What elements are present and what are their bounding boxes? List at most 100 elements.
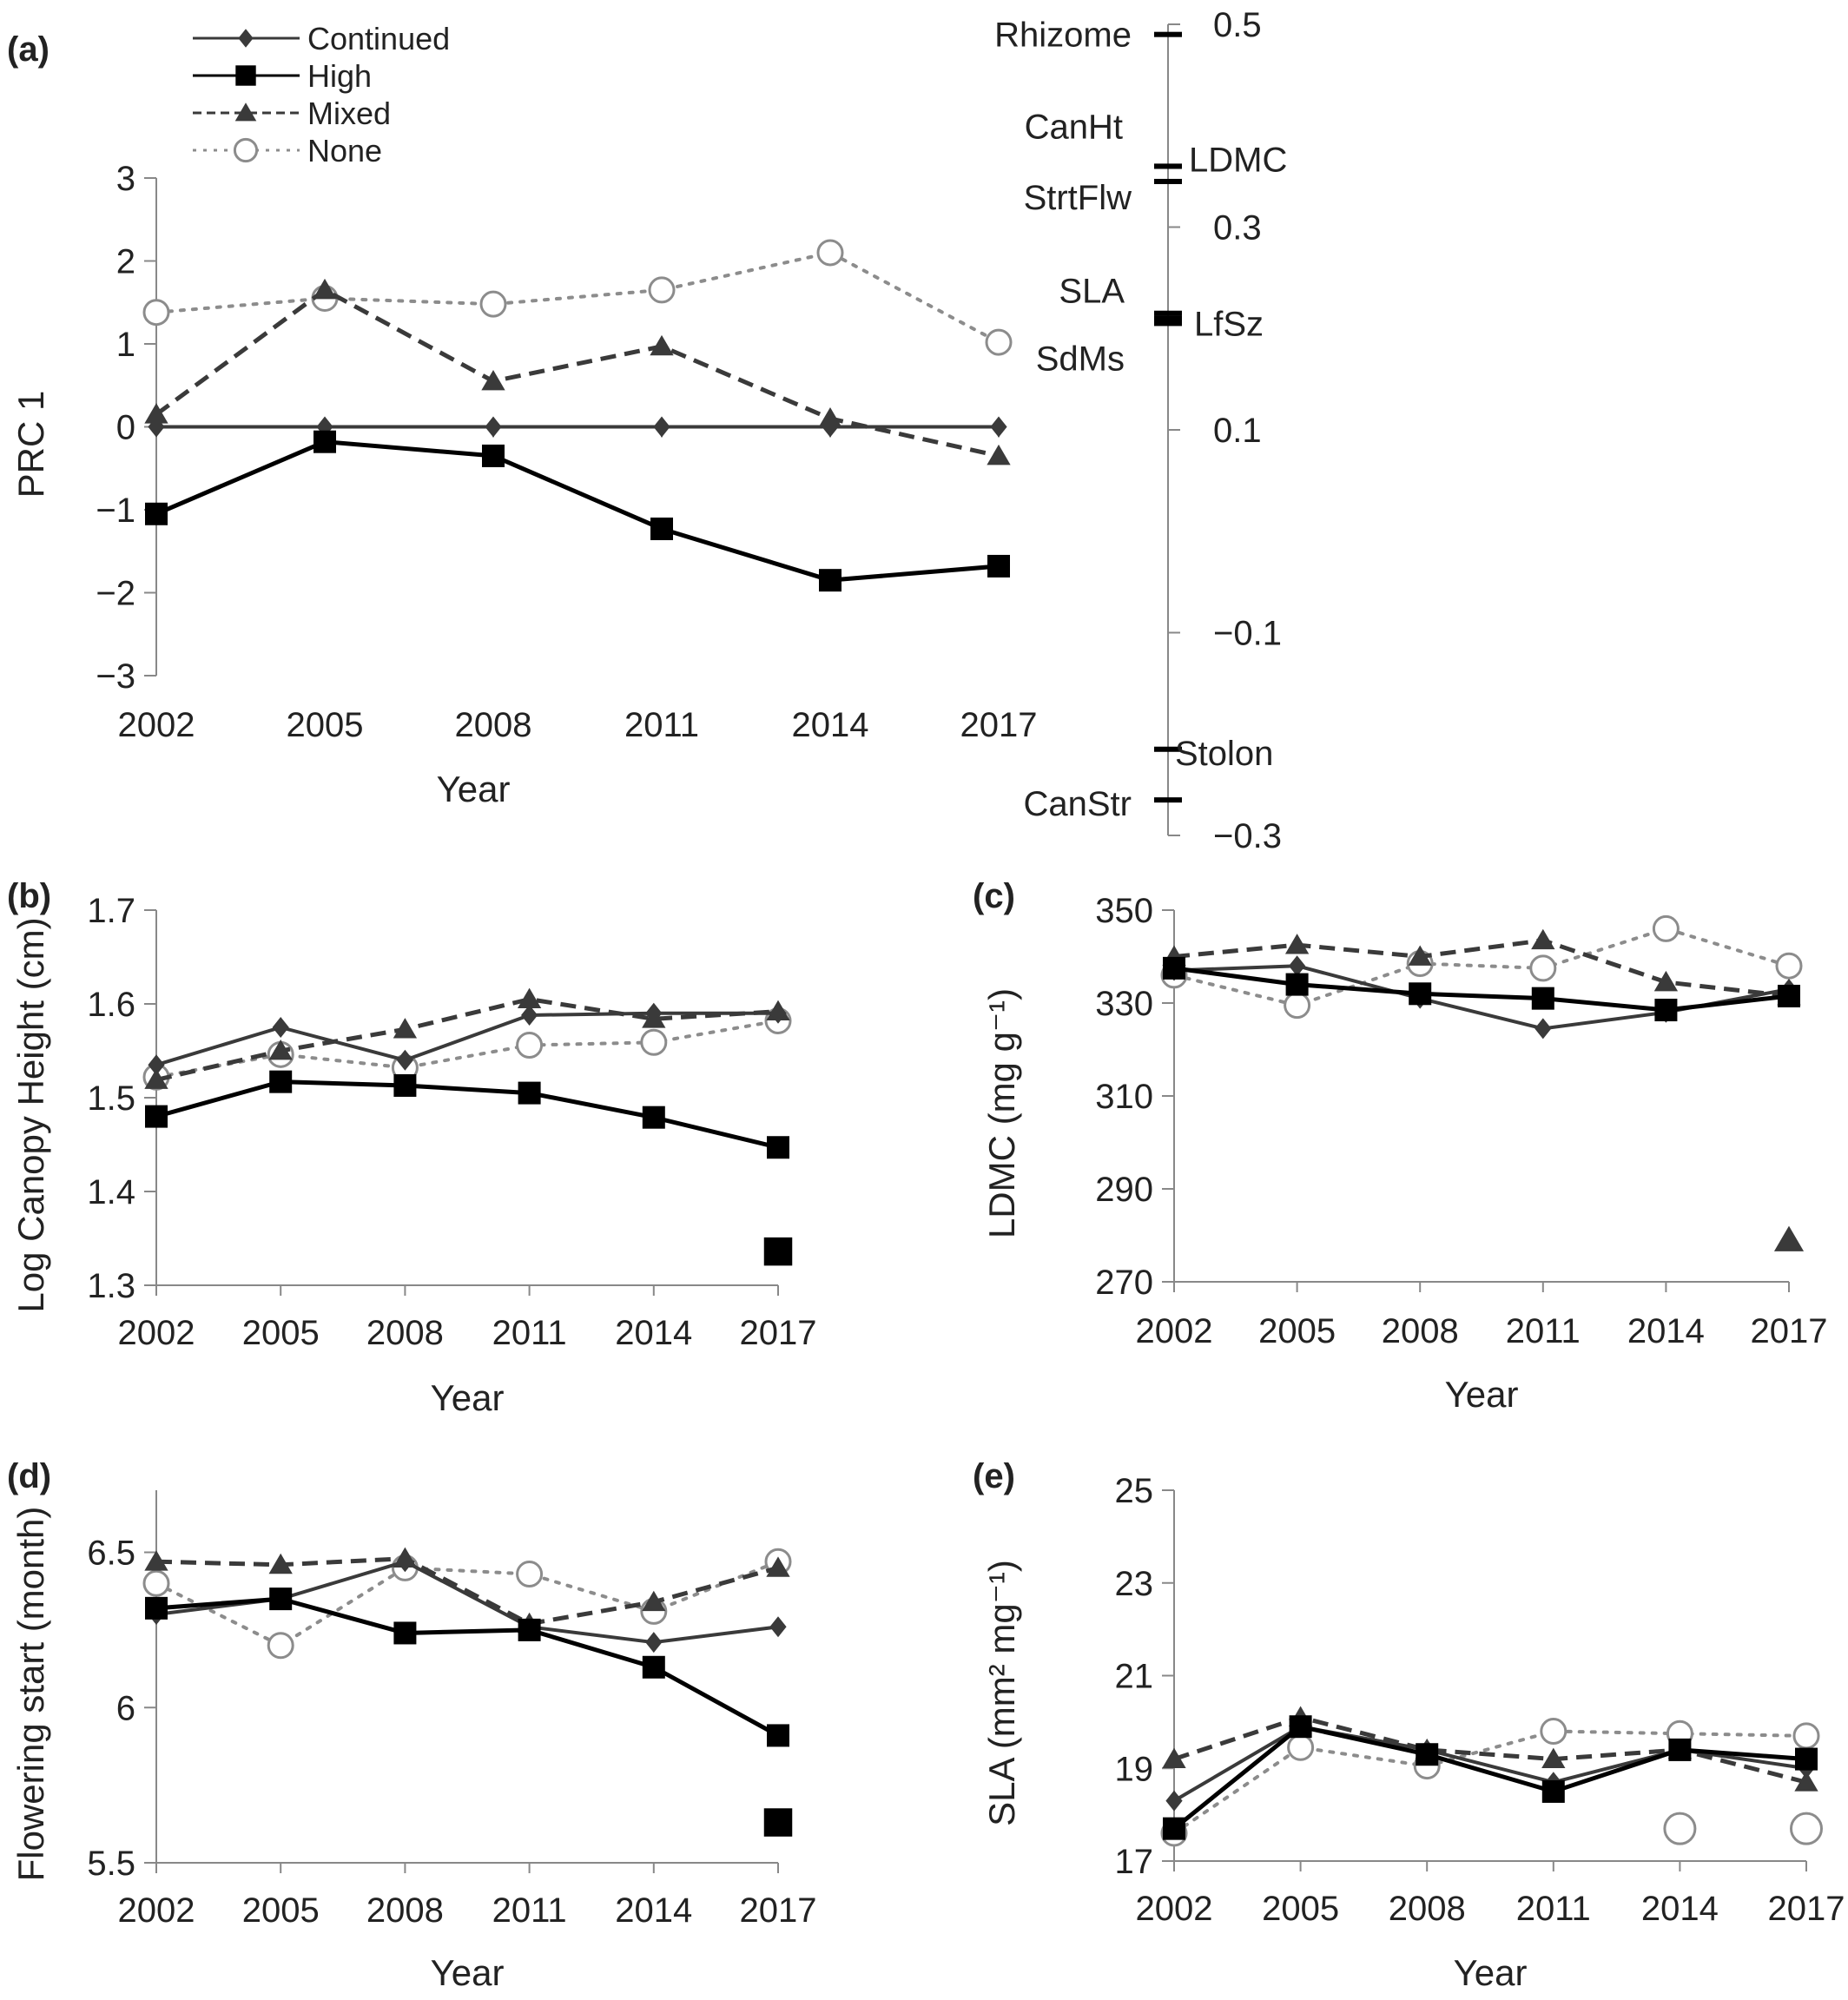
panel-a-high-point: [650, 517, 673, 540]
trait-rhizome-label: Rhizome: [994, 17, 1132, 55]
panel-a-mixed-point: [144, 403, 168, 424]
panel-c-high-point: [1163, 956, 1185, 980]
panel-b-series-continued-line: [155, 1011, 778, 1067]
trait-ldmc-marker: [1154, 163, 1182, 169]
panel-e-none-extra-point: [1663, 1812, 1697, 1845]
panel-e-y-tick-label: 19: [1115, 1750, 1154, 1788]
panel-c-none-point: [1529, 954, 1557, 982]
panel-a-y-tick-label: 1: [116, 326, 135, 364]
panel-c-y-axis-label: LDMC (mg g⁻¹): [981, 988, 1022, 1238]
trait-loading-axis: 0.5 0.3 0.1 −0.1 −0.3 Rhizome CanHt LDMC StrtFlw…: [994, 6, 1287, 855]
panel-e-series-continued-line: [1172, 1725, 1807, 1803]
panel-d-none-point: [142, 1569, 170, 1597]
panel-a-y-axis-label: PRC 1: [10, 391, 51, 498]
panel-d-x-tick-label: 2008: [366, 1891, 444, 1930]
panel-c-x-tick-label: 2011: [1506, 1312, 1581, 1350]
legend-none-label: None: [307, 133, 382, 168]
panel-d-x-tick-label: 2005: [242, 1891, 320, 1930]
panel-e-none-extra-point: [1790, 1812, 1823, 1845]
trait-sla-label: SLA: [1059, 273, 1125, 311]
panel-c-high-point: [1654, 999, 1678, 1022]
panel-c-series-high-line: [1173, 966, 1790, 1013]
panel-c-high-point: [1285, 973, 1309, 996]
panel-b-continued-point: [272, 1017, 289, 1038]
panel-d-x-tick-label: 2014: [615, 1891, 692, 1930]
panel-d-continued-point: [396, 1551, 413, 1573]
trait-lfsz-label: LfSz: [1194, 306, 1264, 344]
legend-mixed-label: Mixed: [307, 96, 391, 131]
panel-c-y-tick-label: 270: [1095, 1264, 1153, 1302]
trait-canstr-marker: [1154, 797, 1182, 803]
panel-a-none-point: [816, 239, 844, 267]
panel-a-y-tick-label: −3: [96, 657, 135, 696]
panel-b-y-tick-label: 1.4: [87, 1173, 135, 1211]
panel-a-mixed-point: [987, 444, 1011, 465]
panel-d-x-axis-label: Year: [431, 1952, 505, 1993]
trait-axis-tick-label: −0.1: [1213, 615, 1282, 653]
panel-b-x-tick-label: 2005: [242, 1314, 320, 1352]
panel-a-letter: (a): [7, 30, 50, 69]
panel-a-none-point: [479, 290, 507, 318]
panel-d-letter: (d): [7, 1457, 51, 1495]
panel-e-y-tick-label: 23: [1115, 1565, 1154, 1603]
panel-d-series-none-line: [155, 1560, 780, 1647]
panel-a-high-point: [482, 444, 505, 467]
panel-b-x-tick-label: 2011: [492, 1314, 567, 1352]
trait-canht-label: CanHt: [1025, 108, 1123, 146]
panel-d-high-point: [269, 1587, 293, 1611]
panel-a-none-point: [985, 328, 1013, 356]
trait-strtflw-label: StrtFlw: [1024, 179, 1132, 217]
panel-e-letter: (e): [973, 1457, 1015, 1495]
panel-b-high-point: [393, 1073, 417, 1097]
panel-b-mixed-point: [517, 987, 542, 1008]
panel-d-x-tick-label: 2011: [492, 1891, 567, 1930]
panel-c-continued-point: [1289, 955, 1306, 977]
panel-c-x-tick-label: 2014: [1627, 1312, 1705, 1350]
trait-rhizome-marker: [1154, 31, 1182, 37]
panel-c-letter: (c): [973, 877, 1015, 915]
panel-b-mixed-point: [393, 1018, 418, 1039]
panel-d-series-high-line: [155, 1596, 780, 1738]
panel-e-x-tick-label: 2008: [1389, 1890, 1466, 1928]
panel-c-mixed-point: [1408, 945, 1432, 966]
panel-a-high-point: [145, 502, 168, 525]
panel-c-high-point: [1531, 987, 1554, 1010]
panel-d-x-tick-label: 2002: [118, 1891, 195, 1930]
panel-d-series-mixed-line: [155, 1556, 779, 1627]
panel-b-y-tick-label: 1.7: [87, 892, 135, 930]
panel-e-y-axis-label: SLA (mm² mg⁻¹): [981, 1560, 1022, 1826]
legend-continued-label: Continued: [307, 21, 450, 56]
panel-d-high-point: [642, 1655, 665, 1679]
panel-c-mixed-point: [1653, 970, 1679, 992]
legend-mixed-marker: [234, 102, 257, 122]
panel-b-mixed-point: [144, 1068, 168, 1089]
panel-d-y-tick-label: 6: [116, 1689, 135, 1727]
panel-e-high-point: [1163, 1817, 1185, 1840]
panel-c-y-tick-label: 310: [1095, 1078, 1153, 1116]
panel-b-none-point: [516, 1032, 544, 1059]
panel-b-y-tick-label: 1.6: [87, 986, 135, 1024]
panel-d-mixed-point: [268, 1553, 293, 1574]
panel-a-x-axis-label: Year: [437, 769, 511, 809]
panel-a-high-point: [819, 569, 842, 592]
panel-d-mixed-point: [144, 1550, 168, 1571]
panel-d-mixed-point: [766, 1556, 790, 1577]
panel-c-x-tick-label: 2005: [1258, 1312, 1336, 1350]
panel-e-mixed-point: [1794, 1771, 1818, 1792]
panel-a-mixed-point: [481, 369, 505, 391]
panel-a-y-tick-label: −1: [96, 492, 135, 530]
panel-d: (d) 6.5 6 5.5 2002 2005 2008 2011 2014 2017 Year Fl…: [7, 1457, 816, 1993]
panel-d-none-point: [516, 1561, 544, 1588]
trait-lfsz-marker: [1154, 315, 1182, 321]
panel-b-high-extra-point: [763, 1237, 793, 1266]
panel-a-high-point: [314, 430, 336, 453]
panel-b-none-point: [640, 1028, 668, 1056]
panel-e-y-tick-label: 21: [1115, 1658, 1154, 1696]
panel-b-high-point: [518, 1081, 541, 1105]
trait-axis-tick-label: 0.1: [1213, 412, 1262, 450]
panel-e: (e) 25 23 21 19 17 2002 2005 2008 2011 2014 2017 Yea…: [973, 1457, 1845, 1993]
panel-b-continued-point: [521, 1004, 538, 1026]
legend-none-marker: [233, 137, 259, 163]
